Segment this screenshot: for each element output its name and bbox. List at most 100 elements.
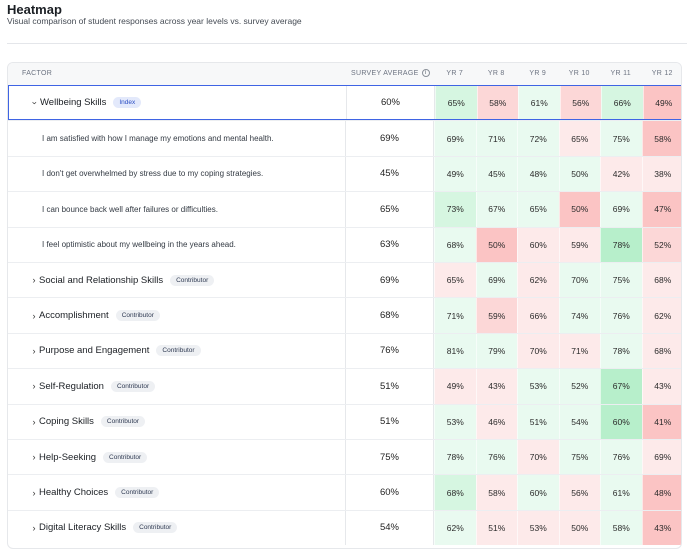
table-header: FACTOR SURVEY AVERAGE i YR 7 YR 8 YR 9 YR… [8,63,681,85]
heatmap-cell: 79% [475,333,517,369]
survey-average-value: 54% [345,510,434,546]
chevron-right-icon[interactable]: › [32,452,36,463]
chevron-right-icon[interactable]: › [32,310,36,321]
heatmap-cell: 70% [517,333,559,369]
item-row: I don't get overwhelmed by stress due to… [8,155,681,192]
chevron-right-icon[interactable]: › [32,345,36,356]
heatmap-cell: 48% [641,475,681,510]
survey-average-value: 60% [345,475,434,510]
column-header-year: YR 11 [610,70,631,77]
heatmap-cell: 60% [600,404,642,439]
survey-average-value: 60% [346,86,435,120]
heatmap-cell: 65% [434,263,476,298]
factor-cell: › Social and Relationship Skills Contribut… [8,263,345,297]
heatmap-cell: 81% [434,333,476,369]
chevron-right-icon[interactable]: › [32,487,36,498]
heatmap-cell: 42% [600,156,642,192]
heatmap-cell: 53% [434,404,476,439]
heatmap-cell: 76% [600,440,642,475]
factor-row[interactable]: › Help-Seeking Contributor 75% 78% 76% 70% 75% 7… [8,439,681,475]
factor-name: Social and Relationship Skills Contributo… [39,274,215,286]
factor-label: Wellbeing Skills [40,97,107,109]
heatmap-cell: 65% [517,192,559,227]
heatmap-cell: 43% [641,510,681,546]
heatmap-cell: 49% [642,86,681,120]
heatmap-cell: 68% [641,263,681,298]
factor-cell: › Help-Seeking Contributor [8,440,345,474]
heatmap-cell: 78% [434,440,476,475]
factor-row[interactable]: › Digital Literacy Skills Contributor 54% 62… [8,509,681,546]
column-header-survey-average-label: SURVEY AVERAGE [351,70,419,77]
heatmap-table: FACTOR SURVEY AVERAGE i YR 7 YR 8 YR 9 YR… [7,62,682,549]
heatmap-cell: 43% [475,369,517,404]
heatmap-cell: 48% [517,156,559,192]
heatmap-cell: 73% [434,192,476,227]
heatmap-cell: 60% [517,227,559,262]
heatmap-cell: 69% [475,263,517,298]
page-title: Heatmap [7,2,62,17]
heatmap-cell: 60% [517,475,559,510]
chevron-right-icon[interactable]: › [32,275,36,286]
column-header-year: YR 10 [568,70,590,77]
chevron-right-icon[interactable]: › [32,381,36,392]
factor-cell: › Digital Literacy Skills Contributor [8,511,345,545]
survey-average-value: 51% [345,404,434,439]
heatmap-cell: 67% [600,369,642,404]
factor-cell: I am satisfied with how I manage my emot… [8,121,345,155]
heatmap-cell: 67% [475,192,517,227]
factor-row[interactable]: › Self-Regulation Contributor 51% 49% 43% 53% 5… [8,368,681,404]
heatmap-cell: 53% [517,369,559,404]
factor-name: Help-Seeking Contributor [39,451,148,463]
chevron-right-icon[interactable]: › [32,416,36,427]
heatmap-cell: 50% [558,192,600,227]
heatmap-cell: 61% [518,86,560,120]
factor-label: Self-Regulation [39,380,104,392]
page-subtitle: Visual comparison of student responses a… [7,16,302,26]
chevron-down-icon[interactable]: › [30,101,40,105]
heatmap-cell: 72% [517,121,559,156]
item-question: I am satisfied with how I manage my emot… [42,134,274,144]
heatmap-cell: 70% [558,263,600,298]
factor-label: Social and Relationship Skills [39,274,164,286]
factor-row[interactable]: › Social and Relationship Skills Contribut… [8,262,681,298]
heatmap-cell: 75% [600,263,642,298]
survey-average-value: 51% [345,369,434,404]
factor-label: Purpose and Engagement [39,345,150,357]
factor-cell: › Wellbeing Skills Index [9,86,346,119]
factor-name: Accomplishment Contributor [39,310,160,322]
info-icon[interactable]: i [421,69,430,78]
factor-row[interactable]: › Healthy Choices Contributor 60% 68% 58% 60% 5… [8,474,681,510]
heatmap-cell: 50% [558,510,600,546]
factor-cell: I don't get overwhelmed by stress due to… [8,157,345,191]
chevron-right-icon[interactable]: › [32,522,36,533]
heatmap-cell: 66% [601,86,643,120]
heatmap-cell: 75% [558,440,600,475]
heatmap-cell: 46% [475,404,517,439]
factor-cell: › Accomplishment Contributor [8,298,345,332]
column-header-year: YR 7 [446,70,464,77]
item-question: I feel optimistic about my wellbeing in … [42,240,236,250]
column-header-survey-average: SURVEY AVERAGE i [351,63,431,85]
heatmap-cell: 53% [517,510,559,546]
factor-row[interactable]: › Purpose and Engagement Contributor 76% 81%… [8,332,681,369]
item-row: I feel optimistic about my wellbeing in … [8,226,681,262]
heatmap-cell: 65% [558,121,600,156]
factor-badge: Contributor [110,380,156,392]
heatmap-cell: 74% [558,298,600,333]
heatmap-cell: 58% [476,86,518,120]
factor-name: Self-Regulation Contributor [39,380,156,392]
heatmap-cell: 62% [434,510,476,546]
factor-cell: › Healthy Choices Contributor [8,475,345,509]
item-question: I don't get overwhelmed by stress due to… [42,169,264,179]
factor-row[interactable]: › Wellbeing Skills Index 60% 65% 58% 61% 56% 66%… [8,85,681,121]
heatmap-cell: 38% [641,156,681,192]
factor-row[interactable]: › Accomplishment Contributor 68% 71% 59% 66% 74… [8,297,681,333]
heatmap-cell: 58% [600,510,642,546]
heatmap-cell: 69% [641,440,681,475]
heatmap-cell: 76% [475,440,517,475]
factor-row[interactable]: › Coping Skills Contributor 51% 53% 46% 51% 54%… [8,403,681,439]
heatmap-cell: 68% [434,475,476,510]
heatmap-cell: 54% [558,404,600,439]
heatmap-cell: 61% [600,475,642,510]
factor-badge: Contributor [103,451,148,463]
